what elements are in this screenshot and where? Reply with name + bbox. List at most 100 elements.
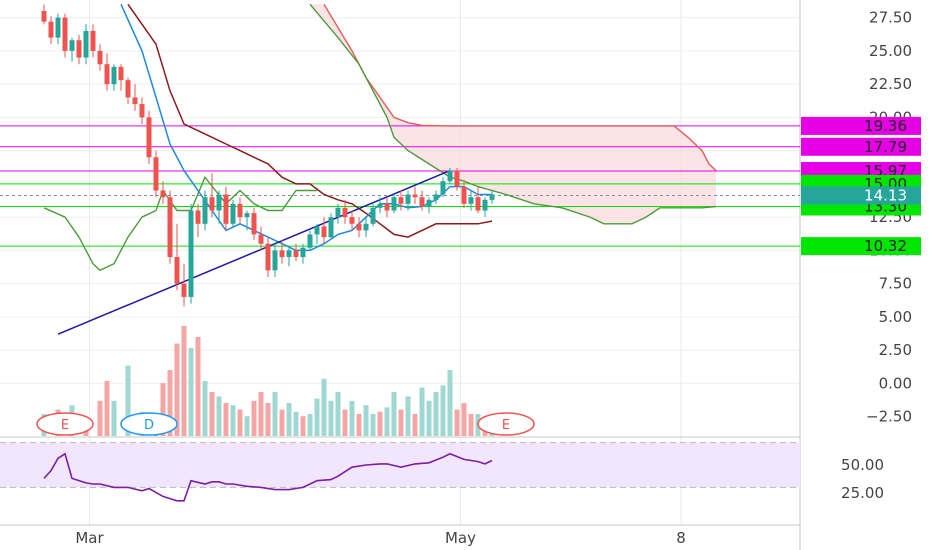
volume-bar [461, 403, 467, 436]
candle-body [237, 203, 243, 218]
time-axis[interactable]: Mar May 8 [75, 529, 685, 547]
volume-bar [160, 383, 166, 436]
volume-bar [335, 392, 341, 436]
candle-body [286, 250, 292, 258]
volume-bar [237, 409, 243, 436]
level-badge-bg [801, 137, 921, 156]
price-tick-label: 22.50 [869, 75, 912, 93]
volume-bar [412, 414, 418, 436]
level-badge-bg [801, 116, 921, 135]
volume-bar [209, 392, 215, 436]
candle-body [293, 250, 299, 258]
price-axis[interactable]: 27.5025.0022.5020.0017.5015.0012.5010.00… [801, 0, 932, 550]
time-label: Mar [75, 529, 104, 547]
volume-bar [342, 409, 348, 436]
last-price-badge-bg [801, 186, 921, 205]
base-line [127, 3, 493, 238]
volume-bar [454, 409, 460, 436]
price-tick-label: 25.00 [869, 42, 912, 60]
candle-body [125, 80, 131, 98]
price-tick-label: 27.50 [869, 9, 912, 27]
candle-body [307, 234, 313, 248]
cloud-fill [310, 4, 716, 224]
rsi-pane [0, 442, 800, 502]
candle-body [167, 197, 173, 258]
candle-body [146, 117, 152, 158]
candle-body [419, 197, 425, 207]
volume-bar [167, 370, 173, 436]
candle-body [440, 181, 446, 195]
candle-body [279, 250, 285, 258]
candle-body [454, 170, 460, 187]
candle-body [370, 207, 376, 224]
candle-body [69, 40, 75, 51]
candle-body [97, 50, 103, 65]
candle-body [461, 186, 467, 204]
rsi-line [43, 452, 493, 502]
volume-bar [328, 400, 334, 436]
time-label: 8 [676, 529, 686, 547]
volume-bar [125, 365, 131, 436]
earnings-marker-label: E [61, 418, 69, 433]
volume-bar [426, 400, 432, 436]
candle-body [314, 226, 320, 235]
candle-body [111, 66, 117, 85]
volume-bar [286, 403, 292, 436]
horizontal-levels[interactable] [0, 125, 800, 247]
candle-body [342, 207, 348, 218]
candle-body [132, 97, 138, 105]
rsi-tick-label: 25.00 [841, 484, 884, 502]
volume-bar [216, 396, 222, 436]
volume-bar [174, 343, 180, 436]
candle-body [104, 64, 110, 85]
candle-body [433, 194, 439, 200]
candle-body [426, 199, 432, 207]
rsi-band [0, 442, 800, 488]
volume-bar [384, 407, 390, 436]
candle-body [181, 283, 187, 297]
candle-body [447, 170, 453, 182]
volume-bar [377, 411, 383, 436]
volume-bar [349, 400, 355, 436]
volume-bar [251, 400, 257, 436]
candle-body [188, 210, 194, 297]
candle-body [391, 197, 397, 211]
candle-body [139, 104, 145, 118]
price-tick-label: 0.00 [879, 374, 912, 392]
volume-bar [258, 392, 264, 436]
volume-bar [181, 326, 187, 436]
candle-body [265, 243, 271, 271]
level-badge-bg [801, 237, 921, 256]
candle-body [223, 194, 229, 224]
volume-bar [300, 416, 306, 436]
candle-body [384, 203, 390, 211]
dividend-marker-label: D [144, 418, 154, 433]
candle-body [195, 210, 201, 224]
candle-body [412, 194, 418, 198]
volume-bar [307, 414, 313, 436]
candle-body [272, 250, 278, 271]
trendline[interactable] [57, 169, 451, 335]
volume-bar [391, 392, 397, 436]
volume-bar [363, 405, 369, 436]
candle-body [244, 213, 250, 218]
volume-bars [41, 326, 495, 436]
volume-bar [293, 411, 299, 436]
volume-bar [398, 409, 404, 436]
trendline-segment [57, 169, 451, 335]
volume-bar [188, 348, 194, 436]
candle-body [398, 197, 404, 204]
volume-bar [433, 392, 439, 436]
candle-body [209, 197, 215, 211]
candle-body [216, 194, 222, 211]
candle-body [76, 40, 82, 58]
time-label: May [445, 529, 476, 547]
level-badge-label: 10.32 [864, 237, 907, 255]
candle-body [363, 223, 369, 231]
candlesticks[interactable] [41, 4, 495, 307]
volume-bar [356, 414, 362, 436]
volume-bar [468, 414, 474, 436]
